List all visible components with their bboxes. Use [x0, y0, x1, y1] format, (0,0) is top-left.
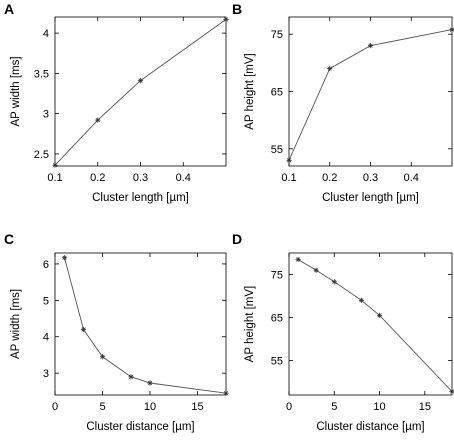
- data-point: [313, 267, 319, 273]
- y-tick-label: 3: [43, 368, 49, 380]
- series-line: [64, 257, 227, 394]
- x-tick-label: 0: [52, 401, 58, 413]
- panel-c: C 0 5 10 15 3 4 5 6 Cluster distance [µm] AP width…: [4, 231, 229, 433]
- marker-stroke: [223, 391, 229, 396]
- panel-letter: A: [4, 1, 14, 17]
- data-point: [286, 157, 292, 163]
- x-tick-label: 10: [373, 401, 385, 413]
- x-tick-label: 5: [331, 401, 337, 413]
- marker-stroke: [368, 43, 373, 48]
- marker-stroke: [52, 163, 58, 168]
- data-point: [52, 162, 58, 168]
- data-point: [295, 256, 301, 263]
- y-axis-label: AP height [mV]: [244, 286, 256, 363]
- marker-stroke: [359, 298, 364, 303]
- panel-letter: B: [232, 1, 242, 17]
- x-tick-label: 0.3: [363, 172, 378, 184]
- data-point: [95, 117, 101, 123]
- marker-stroke: [327, 66, 332, 71]
- x-axis-label: Cluster length [µm]: [92, 192, 189, 204]
- data-point: [358, 297, 365, 303]
- y-tick-label: 55: [271, 356, 283, 368]
- y-tick-label: 65: [271, 313, 283, 325]
- x-tick-label: 0.4: [404, 172, 419, 184]
- y-tick-label: 65: [271, 87, 283, 99]
- x-tick-label: 0.2: [90, 172, 105, 184]
- marker-stroke: [128, 374, 134, 379]
- marker-stroke: [286, 158, 292, 163]
- y-axis-label: AP width [ms]: [10, 289, 22, 359]
- data-point: [367, 43, 374, 49]
- series-line: [288, 29, 453, 161]
- data-point: [137, 78, 144, 84]
- y-tick-label: 2.5: [34, 149, 49, 161]
- data-point: [223, 16, 229, 23]
- y-tick-label: 5: [43, 295, 49, 307]
- x-tick-label: 0.1: [47, 172, 62, 184]
- marker-stroke: [295, 257, 301, 262]
- y-tick-label: 75: [271, 29, 283, 41]
- marker-stroke: [314, 268, 319, 273]
- data-point: [376, 312, 383, 318]
- marker-stroke: [95, 117, 100, 123]
- x-axis-label: Cluster distance [µm]: [86, 421, 194, 433]
- y-tick-label: 4: [43, 28, 49, 40]
- x-tick-label: 5: [99, 401, 105, 413]
- x-axis-label: Cluster distance [µm]: [316, 421, 424, 433]
- marker-stroke: [81, 327, 86, 332]
- x-tick-label: 0.4: [176, 172, 191, 184]
- series-line: [297, 259, 453, 392]
- plot-frame: [288, 16, 453, 167]
- marker-stroke: [449, 27, 454, 32]
- data-point: [61, 255, 68, 261]
- marker-stroke: [449, 389, 454, 394]
- panel-b: B 0.1 0.2 0.3 0.4 55 65 75 Cluster length [µm] AP…: [232, 1, 454, 204]
- marker-stroke: [138, 78, 143, 83]
- data-point: [80, 326, 87, 333]
- marker-stroke: [223, 17, 229, 22]
- y-tick-label: 55: [271, 144, 283, 156]
- data-point: [128, 374, 134, 380]
- panel-d: D 0 5 10 15 55 65 75 Cluster distance [µm] AP hei…: [232, 231, 454, 433]
- y-tick-label: 3.5: [34, 68, 49, 80]
- series-line: [54, 19, 227, 166]
- y-tick-label: 3: [43, 109, 49, 121]
- panel-letter: C: [4, 231, 14, 247]
- y-axis-label: AP width [ms]: [10, 56, 22, 126]
- y-tick-label: 6: [43, 259, 49, 271]
- data-point: [449, 27, 454, 33]
- panel-a: A 0.1 0.2 0.3 0.4 2.5 3 3.5 4 Cluster length [µm]…: [4, 1, 229, 204]
- x-tick-label: 0.2: [322, 172, 337, 184]
- y-axis-label: AP height [mV]: [244, 53, 256, 130]
- x-tick-label: 10: [144, 401, 156, 413]
- panel-letter: D: [232, 231, 242, 247]
- x-tick-label: 0.1: [281, 172, 296, 184]
- data-point: [331, 279, 337, 285]
- plot-frame: [288, 252, 453, 396]
- marker-stroke: [62, 255, 67, 260]
- data-point: [223, 390, 229, 396]
- marker-stroke: [147, 380, 153, 386]
- marker-stroke: [332, 279, 337, 284]
- marker-stroke: [377, 313, 382, 318]
- x-tick-label: 0.3: [133, 172, 148, 184]
- x-tick-label: 0: [286, 401, 292, 413]
- x-axis-label: Cluster length [µm]: [322, 192, 419, 204]
- plot-frame: [54, 252, 227, 396]
- y-tick-label: 4: [43, 332, 49, 344]
- x-tick-label: 15: [419, 401, 431, 413]
- data-point: [99, 354, 106, 360]
- data-point: [147, 380, 153, 386]
- x-tick-label: 15: [191, 401, 203, 413]
- y-tick-label: 75: [271, 270, 283, 282]
- marker-stroke: [100, 354, 105, 359]
- data-point: [327, 65, 333, 72]
- plot-frame: [54, 16, 227, 167]
